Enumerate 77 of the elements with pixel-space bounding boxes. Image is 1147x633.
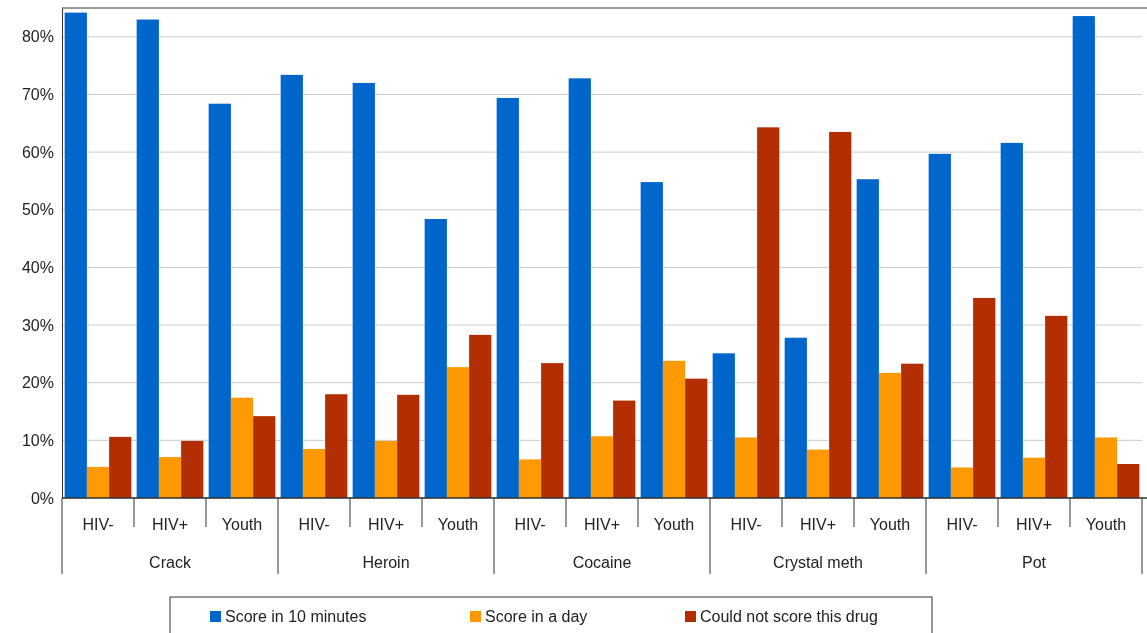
bar — [518, 459, 542, 498]
bar — [253, 416, 276, 498]
legend-label: Score in 10 minutes — [225, 608, 367, 625]
text: Heroin — [362, 554, 410, 571]
bar — [757, 127, 780, 498]
bar — [784, 337, 807, 498]
bar — [541, 363, 564, 498]
y-tick-label: 50% — [21, 201, 54, 219]
x-tick-label: HIV+ — [583, 516, 621, 533]
bar — [568, 78, 591, 498]
legend-label: Could not score this drug — [700, 608, 878, 625]
x-tick-label: Youth — [221, 516, 263, 533]
bar — [230, 397, 254, 498]
x-tick-label: Youth — [1085, 516, 1127, 533]
bar — [352, 82, 375, 498]
bar — [1000, 142, 1023, 498]
bar — [950, 467, 974, 498]
y-tick-label: 0% — [30, 489, 54, 507]
bar — [829, 131, 852, 498]
bar — [158, 457, 182, 498]
bar — [662, 360, 686, 498]
x-tick-label: HIV+ — [1015, 516, 1053, 533]
bar — [424, 218, 447, 498]
x-tick-label: HIV- — [730, 516, 762, 533]
bar — [1094, 437, 1118, 498]
bar — [496, 97, 519, 498]
text: Pot — [1021, 554, 1047, 571]
bar — [397, 394, 420, 498]
text: Crack — [149, 554, 192, 571]
text: Crystal meth — [773, 554, 863, 571]
bar — [856, 179, 879, 498]
bar — [136, 19, 159, 498]
legend-label: Score in a day — [485, 608, 588, 625]
bar — [613, 400, 636, 498]
bar — [685, 378, 708, 498]
bar — [64, 12, 87, 498]
bar — [181, 440, 204, 498]
bar — [928, 153, 951, 498]
y-tick-label: 10% — [21, 431, 54, 449]
y-tick-label: 20% — [21, 374, 54, 392]
bar — [878, 372, 902, 498]
x-tick-label: Youth — [437, 516, 479, 533]
y-tick-label: 30% — [21, 316, 54, 334]
y-tick-label: 70% — [21, 86, 54, 104]
bar — [640, 182, 663, 498]
y-tick-label: 80% — [21, 28, 54, 46]
bar — [1117, 463, 1140, 498]
x-tick-label: HIV+ — [151, 516, 189, 533]
y-tick-label: 60% — [21, 143, 54, 161]
bar — [446, 367, 470, 498]
x-tick-label: HIV- — [298, 516, 330, 533]
x-tick-label: Youth — [653, 516, 695, 533]
bar — [1022, 457, 1046, 498]
bar — [712, 353, 735, 498]
bar — [806, 449, 830, 498]
x-tick-label: HIV- — [946, 516, 978, 533]
bar — [1045, 315, 1068, 498]
bar — [109, 436, 132, 498]
bar — [469, 334, 492, 498]
bar — [374, 440, 398, 498]
x-tick-label: HIV+ — [799, 516, 837, 533]
bar — [302, 449, 326, 498]
bar — [208, 103, 231, 498]
x-tick-label: Youth — [869, 516, 911, 533]
y-tick-label: 40% — [21, 259, 54, 277]
x-tick-label: HIV+ — [367, 516, 405, 533]
bar — [973, 297, 996, 498]
bar — [280, 74, 303, 498]
bar — [590, 436, 614, 498]
x-tick-label: HIV- — [82, 516, 114, 533]
bar — [86, 466, 110, 498]
bar — [901, 363, 924, 498]
x-tick-label: HIV- — [514, 516, 546, 533]
bar — [734, 437, 758, 498]
text: Cocaine — [572, 554, 632, 571]
bar — [1072, 16, 1095, 498]
bar — [325, 394, 348, 498]
